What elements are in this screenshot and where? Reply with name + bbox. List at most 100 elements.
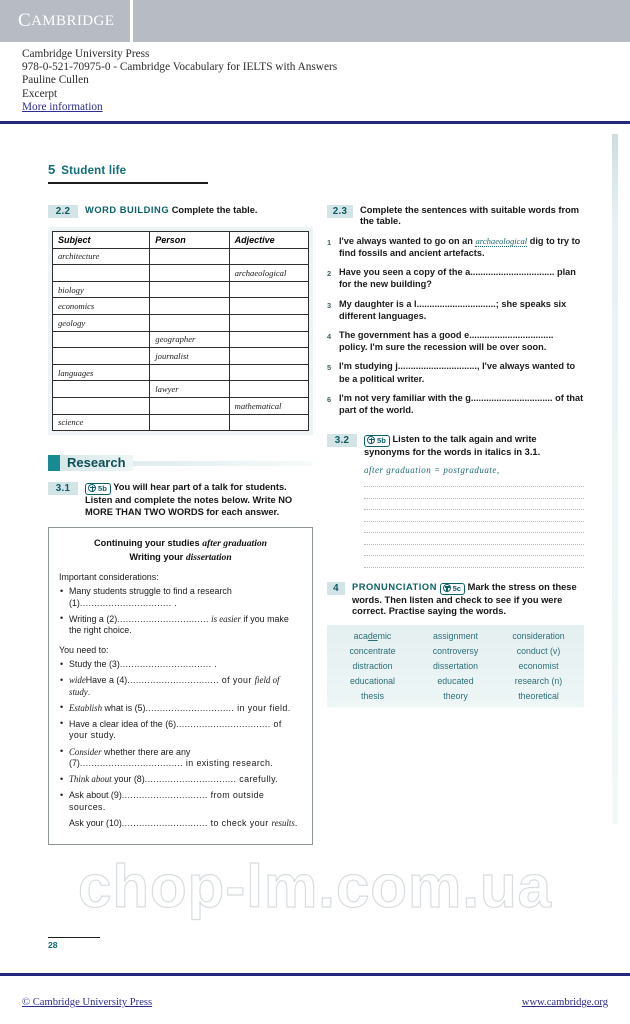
answer-lines-area[interactable]: after graduation = postgraduate, xyxy=(364,464,584,568)
table-cell-blank[interactable] xyxy=(51,330,151,349)
pronunciation-word[interactable]: theory xyxy=(443,691,468,702)
note-blank-dots[interactable]: ................................ . xyxy=(79,597,178,608)
table-cell-blank[interactable] xyxy=(228,413,310,432)
unit-number: 5 xyxy=(48,162,56,178)
blank-answer-line[interactable] xyxy=(364,522,584,534)
table-cell-blank[interactable] xyxy=(51,380,151,398)
table-cell-blank[interactable] xyxy=(228,280,310,299)
pronunciation-word[interactable]: controversy xyxy=(432,646,479,657)
note-blank-dots[interactable]: .............................. to check … xyxy=(121,818,272,829)
pronunciation-word[interactable]: concentrate xyxy=(349,646,396,657)
note-text: . xyxy=(87,686,91,697)
pronunciation-word[interactable]: theoretical xyxy=(518,691,559,702)
pronunciation-word[interactable]: consideration xyxy=(512,631,565,642)
blank-answer-line[interactable] xyxy=(364,510,584,522)
table-cell-blank[interactable] xyxy=(149,396,230,415)
table-cell-blank[interactable] xyxy=(228,297,310,315)
table-cell-blank[interactable] xyxy=(149,297,230,315)
table-cell-blank[interactable] xyxy=(149,247,230,266)
note-bullet: Writing a (2)...........................… xyxy=(59,613,302,637)
table-cell-blank[interactable] xyxy=(51,396,151,415)
note-text: Study the (3) xyxy=(69,659,120,670)
audio-track-icon-4[interactable]: 5c xyxy=(439,582,466,595)
table-cell-filled: biology xyxy=(51,280,151,299)
note-blank-dots[interactable]: .................................... in … xyxy=(79,758,274,769)
pronunciation-word[interactable]: conduct (v) xyxy=(516,646,561,657)
blank-answer-line[interactable] xyxy=(364,556,584,568)
table-cell-blank[interactable] xyxy=(149,264,230,282)
sentence-text: I'm not very familiar with the g........… xyxy=(339,392,584,416)
banner-filler xyxy=(130,0,630,42)
notes-title-line1-plain: Continuing your studies xyxy=(94,538,203,549)
note-blank-dots[interactable]: ................................ of your xyxy=(127,675,255,686)
blank-answer-line[interactable] xyxy=(364,533,584,545)
pronunciation-word[interactable]: educated xyxy=(437,676,474,687)
table-cell-blank[interactable] xyxy=(149,363,230,382)
table-row: biology xyxy=(51,280,310,299)
sentence-number: 5 xyxy=(327,363,332,373)
blank-answer-line[interactable] xyxy=(364,545,584,557)
note-blank-dots[interactable]: ................................ . xyxy=(119,659,218,670)
pronunciation-word[interactable]: assignment xyxy=(433,631,478,642)
blank-answer-line[interactable] xyxy=(364,476,584,488)
table-cell-blank[interactable] xyxy=(228,347,310,365)
pronunciation-word[interactable]: academic xyxy=(353,631,392,642)
table-row: lawyer xyxy=(51,380,310,398)
table-cell-blank[interactable] xyxy=(149,413,230,432)
note-blank-dots[interactable]: ................................ xyxy=(117,613,209,624)
note-blank-dots[interactable]: ................................. of you… xyxy=(69,718,282,741)
table-cell-filled: mathematical xyxy=(228,396,310,415)
table-cell-blank[interactable] xyxy=(51,347,151,365)
pronunciation-word[interactable]: research (n) xyxy=(514,676,563,687)
table-cell-blank[interactable] xyxy=(228,363,310,382)
exercise-3-1: 3.1 5b You will hear part of a talk for … xyxy=(48,482,313,518)
note-bullet: wideHave a (4)..........................… xyxy=(59,675,302,698)
notes-title: Continuing your studies after graduation… xyxy=(59,537,302,564)
blank-ruled-lines[interactable] xyxy=(364,476,584,568)
note-blank-dots[interactable]: .............................. from outs… xyxy=(69,790,265,812)
pronunciation-word[interactable]: thesis xyxy=(361,691,384,702)
logo-cap-letter: C xyxy=(18,10,32,31)
pronunciation-word[interactable]: educational xyxy=(350,676,395,687)
unit-rule xyxy=(48,182,208,184)
table-cell-filled: archaeological xyxy=(228,264,310,282)
pronunciation-word[interactable]: dissertation xyxy=(433,661,478,672)
footer-website[interactable]: www.cambridge.org xyxy=(521,997,608,1008)
pronunciation-word[interactable]: distraction xyxy=(352,661,393,672)
exercise-4: 4 PRONUNCIATION 5c Mark the stress on th… xyxy=(327,581,584,618)
notes-bullet-group-1: Many students struggle to find a researc… xyxy=(59,586,302,637)
book-page: 5 Student life 2.2 WORD BUILDING Complet… xyxy=(0,124,630,962)
table-cell-blank[interactable] xyxy=(228,247,310,266)
table-cell-blank[interactable] xyxy=(228,380,310,398)
note-italic-lead: Establish xyxy=(69,702,103,713)
table-cell-blank[interactable] xyxy=(228,313,310,332)
audio-track-icon[interactable]: 5b xyxy=(85,483,111,496)
sentence-item: 2 Have you seen a copy of the a..........… xyxy=(327,266,584,290)
notes-bullet-group-2: Study the (3)...........................… xyxy=(59,659,302,830)
table-cell-blank[interactable] xyxy=(51,264,151,282)
pronunciation-word[interactable]: economist xyxy=(518,661,559,672)
right-column: 2.3 Complete the sentences with suitable… xyxy=(327,204,584,846)
footer-copyright[interactable]: © Cambridge University Press xyxy=(22,997,153,1008)
table-header-row: Subject Person Adjective xyxy=(51,230,310,249)
table-row: geographer xyxy=(51,330,310,349)
note-blank-dots[interactable]: ............................... in your … xyxy=(145,702,291,713)
table-cell-blank[interactable] xyxy=(149,313,230,332)
note-bullet: Have a clear idea of the (6)............… xyxy=(59,718,302,742)
table-cell-filled: geographer xyxy=(149,330,230,349)
blank-answer-line[interactable] xyxy=(364,499,584,511)
header-rule xyxy=(0,121,630,125)
exercise-2-3-instruction: Complete the sentences with suitable wor… xyxy=(360,204,580,227)
table-cell-blank[interactable] xyxy=(228,330,310,349)
note-bullet: Ask about (9)...........................… xyxy=(59,790,302,813)
table-cell-blank[interactable] xyxy=(149,280,230,299)
more-information-link[interactable]: More information xyxy=(22,100,103,113)
table-cell-filled: languages xyxy=(51,363,151,382)
audio-track-icon-3-2[interactable]: 5b xyxy=(364,435,390,448)
note-blank-dots[interactable]: ................................ careful… xyxy=(144,774,279,785)
exercise-3-1-text: You will hear part of a talk for student… xyxy=(85,482,293,517)
table-cell-filled: economics xyxy=(51,297,151,315)
blank-answer-line[interactable] xyxy=(364,487,584,499)
handwritten-answer: archaeological xyxy=(475,235,528,247)
exercise-number-4: 4 xyxy=(327,581,345,595)
